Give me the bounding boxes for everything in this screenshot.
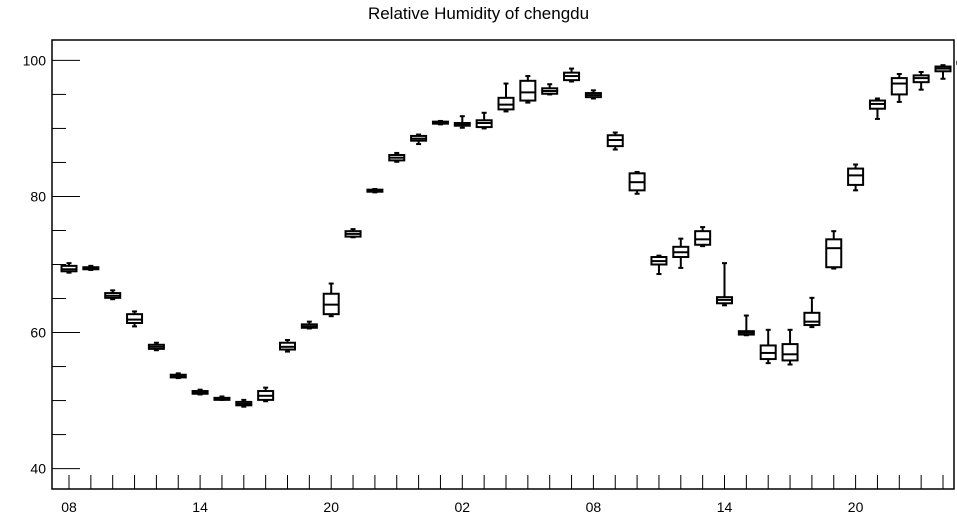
box-item <box>716 262 733 307</box>
box-item <box>344 228 362 239</box>
box-item <box>759 328 777 365</box>
box-item <box>126 310 144 328</box>
box-item <box>279 339 296 353</box>
box-item <box>147 341 165 352</box>
x-tick-label: 02 <box>455 499 471 515</box>
box-item <box>60 262 78 274</box>
y-axis: 40 60 80 100 <box>23 52 80 477</box>
box-item <box>847 163 865 192</box>
box-series <box>60 60 957 408</box>
box-item <box>82 264 100 271</box>
box-body <box>519 79 537 102</box>
box-body <box>890 77 908 96</box>
box-item <box>257 386 275 403</box>
box-item <box>322 282 340 318</box>
box-body <box>497 96 515 111</box>
box-item <box>825 230 843 270</box>
box-item <box>781 328 799 366</box>
box-item <box>650 254 668 276</box>
x-tick-label: 20 <box>323 499 339 515</box>
box-item <box>519 75 537 104</box>
box-item <box>868 97 886 120</box>
box-item <box>366 187 384 194</box>
x-tick-label: 14 <box>192 499 208 515</box>
chart-title: Relative Humidity of chengdu <box>367 4 590 23</box>
box-item <box>628 170 646 195</box>
box-item <box>934 64 952 80</box>
box-body <box>825 238 843 269</box>
box-item <box>497 82 515 113</box>
box-body <box>847 167 865 186</box>
box-item <box>890 73 908 103</box>
box-item <box>191 388 209 396</box>
y-tick-label: 100 <box>23 52 47 68</box>
x-tick-label: 14 <box>717 499 733 515</box>
box-item <box>388 151 406 163</box>
y-tick-label: 60 <box>30 325 46 341</box>
box-item <box>169 372 187 380</box>
box-item <box>584 89 602 100</box>
box-body <box>781 343 799 362</box>
box-item <box>300 320 318 330</box>
box-item <box>694 226 712 248</box>
box-item <box>541 83 559 96</box>
box-item <box>803 296 821 329</box>
box-item <box>431 119 449 126</box>
box-item <box>213 395 231 401</box>
y-tick-label: 40 <box>30 461 46 477</box>
box-item <box>104 289 122 301</box>
box-item <box>410 133 428 146</box>
x-tick-label: 08 <box>61 499 77 515</box>
box-item <box>672 237 690 269</box>
y-tick-label: 80 <box>30 188 46 204</box>
x-axis: 081420020814200208 <box>61 475 944 515</box>
box-body <box>694 230 712 246</box>
box-body <box>803 311 821 327</box>
box-item <box>563 67 581 83</box>
box-item <box>235 398 253 408</box>
box-item <box>606 131 624 151</box>
box-item <box>912 70 930 91</box>
box-item <box>453 115 471 129</box>
box-item <box>737 314 755 337</box>
box-body <box>126 313 144 325</box>
box-item <box>475 111 493 130</box>
x-tick-label: 20 <box>848 499 864 515</box>
x-tick-label: 08 <box>586 499 602 515</box>
